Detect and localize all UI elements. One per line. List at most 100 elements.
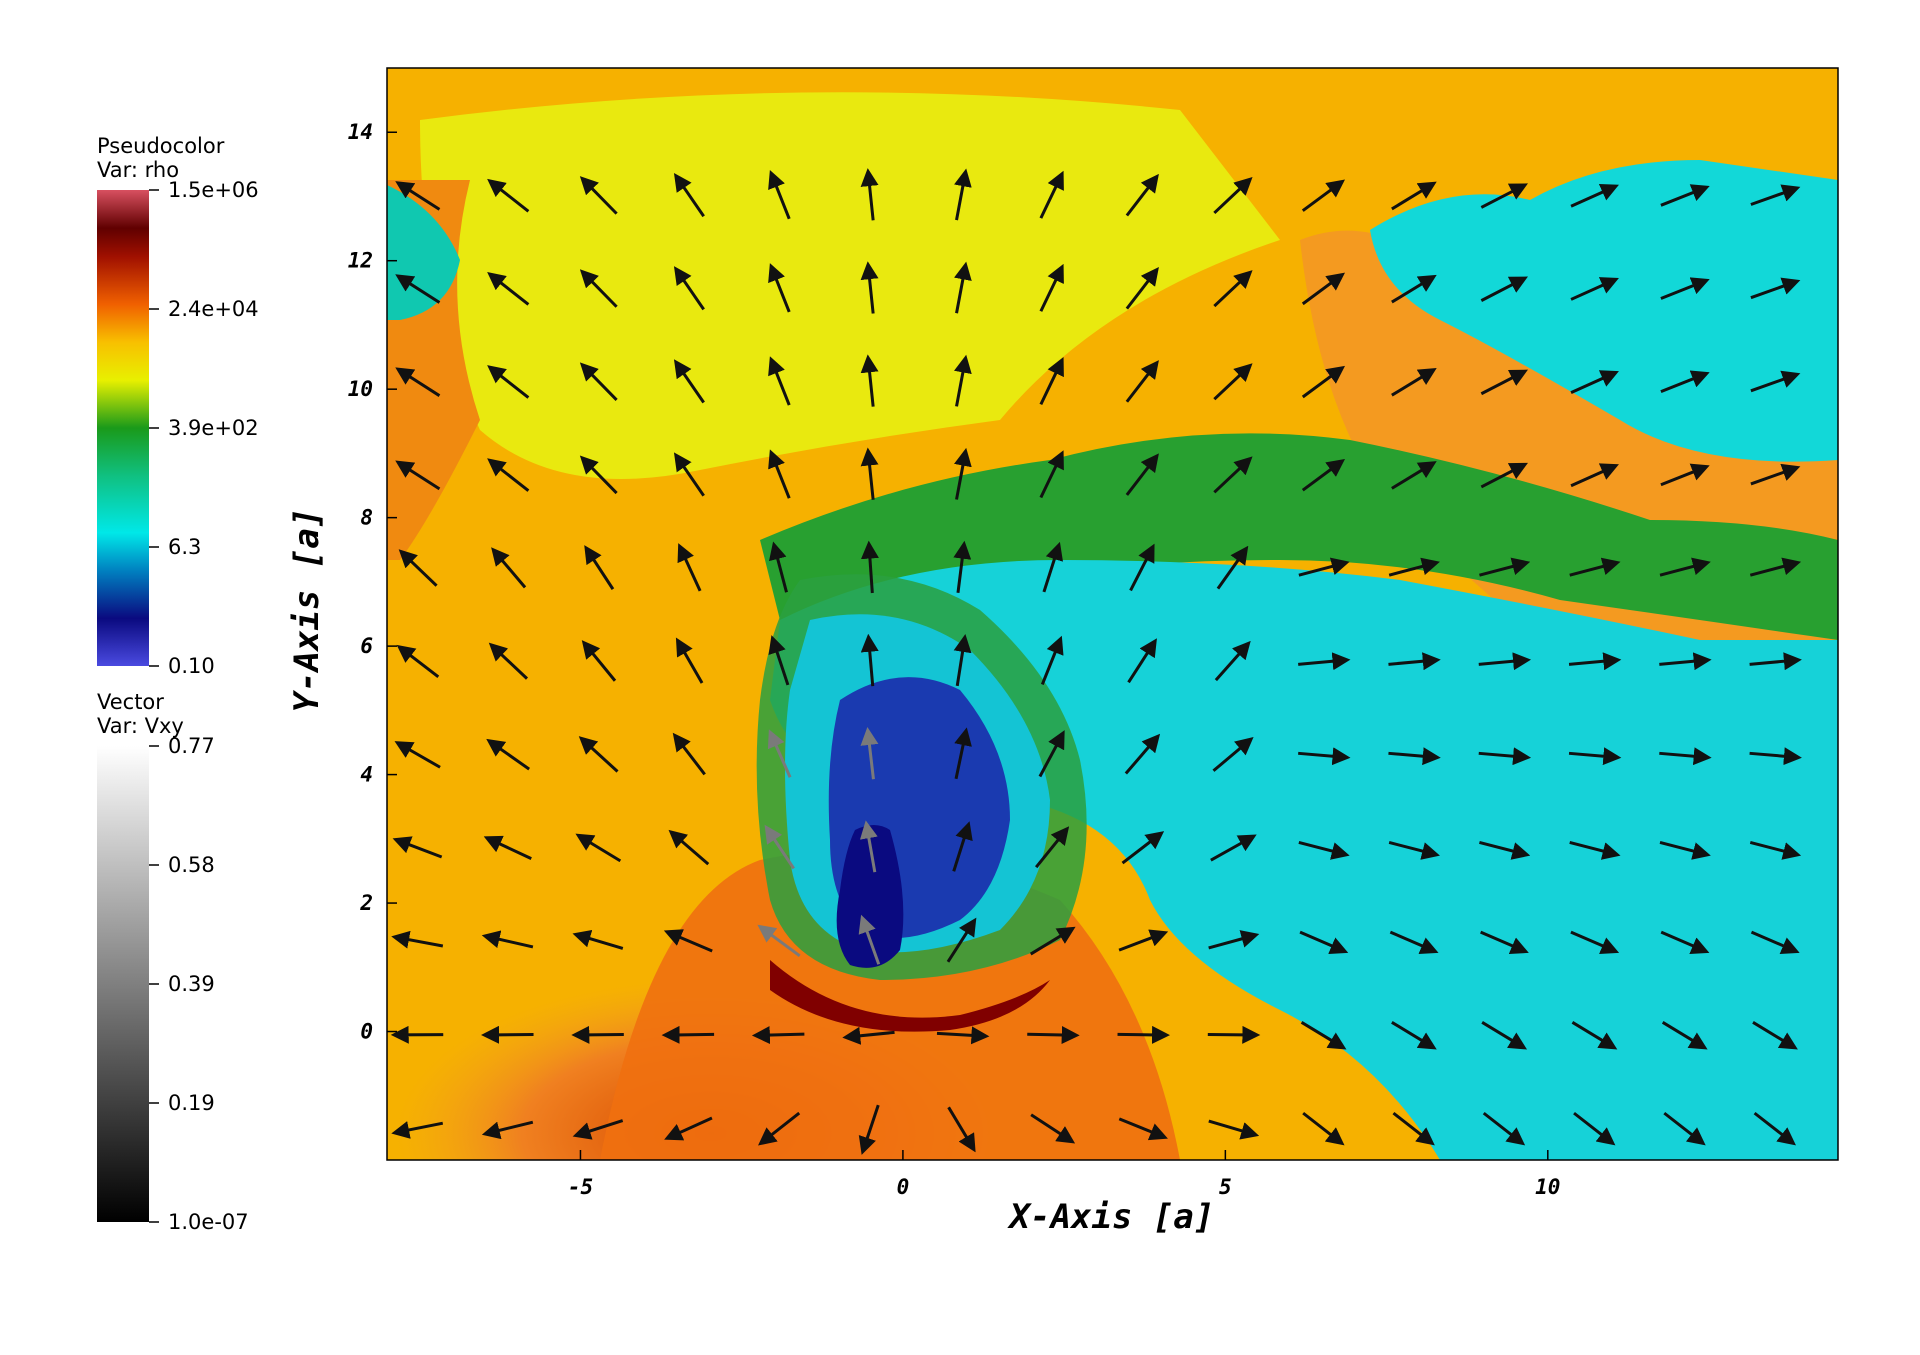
vector-arrow [1213, 176, 1253, 215]
vector-arrow [1301, 458, 1346, 492]
vector-arrow [1482, 1111, 1526, 1146]
pseudocolor-legend-title: Pseudocolor [97, 134, 225, 158]
legend-tick-label: 3.9e+02 [168, 416, 259, 440]
vector-arrow [1388, 557, 1440, 577]
vector-arrow [1208, 930, 1260, 950]
vector-arrow [1117, 1025, 1171, 1044]
vector-arrow [1210, 834, 1257, 862]
vector-arrow [1042, 541, 1064, 593]
vector-arrow [860, 447, 879, 500]
x-tick-label: 0 [897, 1175, 910, 1199]
y-tick-label: 12 [348, 249, 373, 273]
vector-arrow [1750, 184, 1801, 206]
heatmap-region-green-band [760, 433, 1838, 660]
vector-arrow [860, 354, 879, 407]
vector-arrow [1481, 1021, 1528, 1050]
vector-arrow [1570, 277, 1619, 301]
vector-arrow [677, 543, 702, 592]
y-tick-label: 10 [348, 377, 373, 401]
y-tick-label: 2 [359, 891, 373, 915]
y-tick-label: 0 [360, 1020, 373, 1044]
vector-arrow [954, 447, 972, 500]
vector-arrow [768, 635, 790, 686]
vector-arrow [954, 261, 972, 314]
vector-arrow [1299, 930, 1349, 955]
vector-arrow [1478, 652, 1532, 671]
vector-arrow [1039, 170, 1064, 219]
vector-arrow [1660, 184, 1710, 207]
vector-arrow [1121, 831, 1165, 865]
vector-arrow [860, 633, 879, 687]
vector-arrow [946, 917, 977, 963]
vector-arrow [1568, 747, 1622, 766]
vector-arrow [859, 820, 878, 873]
vector-arrow [579, 269, 618, 308]
vector-arrow [1118, 1117, 1168, 1141]
vector-arrow [398, 549, 438, 587]
heatmap-region-yellow [420, 92, 1280, 479]
vector-arrow [860, 168, 879, 221]
legend-tick-label: 0.77 [168, 734, 215, 758]
vector-arrow [487, 178, 530, 213]
vector-colorbar [97, 746, 149, 1222]
y-tick-label: 14 [348, 120, 373, 144]
vector-arrow [1298, 747, 1351, 766]
vector-arrow [1749, 557, 1802, 577]
vector-arrow [1027, 1025, 1080, 1044]
vector-arrow [1391, 461, 1437, 490]
vector-arrow [952, 821, 973, 872]
vector-arrow [668, 829, 710, 866]
vector-arrow [1663, 1111, 1706, 1146]
vector-arrow [487, 271, 530, 306]
vector-arrow [1659, 652, 1712, 671]
vector-arrow [1388, 652, 1441, 671]
vector-arrow [1660, 277, 1710, 300]
y-tick-label: 4 [360, 763, 373, 787]
pseudocolor-colorbar [97, 190, 149, 666]
vector-arrow [1480, 462, 1528, 489]
legend-tick-label: 2.4e+04 [168, 297, 259, 321]
x-tick-label: 10 [1535, 1175, 1560, 1199]
vector-arrow [947, 1106, 976, 1153]
vector-arrow [1129, 543, 1155, 592]
vector-arrow [1480, 369, 1528, 396]
vector-arrow [1749, 747, 1802, 766]
vector-arrow [395, 367, 441, 397]
vector-arrow [1298, 841, 1350, 860]
vector-arrow [860, 727, 879, 780]
vector-arrow [673, 359, 705, 404]
pseudocolor-legend: Pseudocolor Var: rho 1.5e+06 2.4e+04 3.9e+… [97, 134, 259, 678]
vector-arrow [663, 929, 713, 953]
vector-arrow [1749, 652, 1802, 671]
vector-arrow [1480, 930, 1529, 955]
vector-arrow [768, 169, 791, 220]
vector-arrow [1391, 367, 1437, 397]
vector-arrow [675, 637, 704, 684]
vector-arrow [392, 836, 443, 859]
vector-arrow [1573, 1111, 1616, 1146]
vector-arrow [1480, 276, 1528, 302]
legend-tick-label: 1.0e-07 [168, 1210, 249, 1234]
vector-arrow [1213, 456, 1253, 494]
vector-ticks: 0.77 0.58 0.39 0.19 1.0e-07 [149, 734, 249, 1234]
vector-arrow [664, 1116, 713, 1141]
vector-arrow [954, 727, 972, 780]
x-axis: -5 0 5 10 [568, 1150, 1560, 1199]
vector-arrow [584, 545, 615, 590]
vector-arrow [581, 640, 617, 682]
legend-tick-label: 0.19 [168, 1091, 215, 1115]
vector-arrow [395, 274, 441, 304]
legend-tick-label: 0.58 [168, 853, 215, 877]
heatmap-region-cyan-topright [1370, 160, 1838, 462]
vector-arrow [858, 914, 881, 965]
legend-tick-label: 0.10 [168, 654, 215, 678]
vector-arrow [1213, 270, 1253, 308]
vector-arrow [860, 261, 879, 314]
vector-arrow [758, 1111, 801, 1146]
vector-arrow [954, 354, 972, 407]
vector-arrow [1391, 181, 1437, 211]
vector-arrow [673, 452, 705, 497]
vector-arrow [1125, 267, 1159, 310]
vector-arrow [860, 540, 879, 594]
